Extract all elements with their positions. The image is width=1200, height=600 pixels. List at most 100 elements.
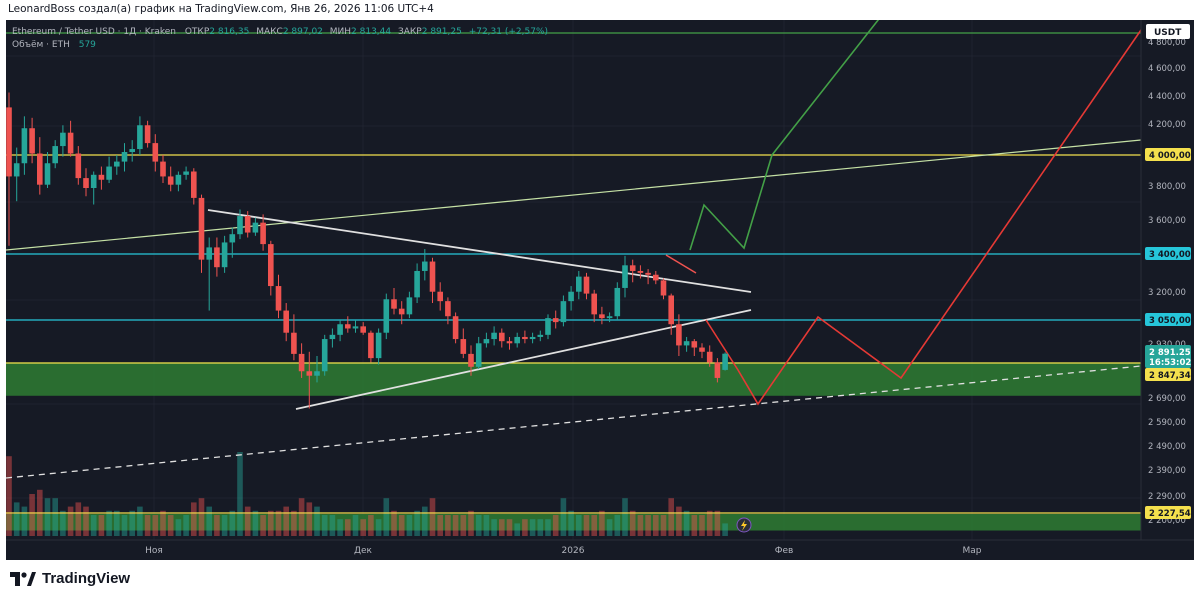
- candle-body: [537, 334, 544, 337]
- candle-body: [167, 176, 174, 185]
- volume-bar: [244, 506, 251, 536]
- triangle-upper-line: [207, 209, 752, 293]
- volume-bar: [44, 498, 51, 536]
- candle-body: [198, 197, 205, 260]
- y-tick-label: 2 290,00: [1148, 492, 1186, 502]
- currency-badge: [1146, 24, 1190, 39]
- volume-bar: [660, 515, 667, 536]
- candle-body: [137, 125, 143, 150]
- candle-body: [514, 336, 520, 344]
- price-badge: [1145, 506, 1191, 519]
- bearish-projection-path: [705, 29, 1142, 406]
- price-badge: [1145, 345, 1191, 358]
- chart-area[interactable]: 4 800,00 4 600,00 4 400,00 4 200,00 3 800,00…: [6, 20, 1194, 560]
- y-tick-label: 2 590,00: [1148, 418, 1186, 428]
- volume-bar: [121, 515, 128, 536]
- candle-body: [260, 222, 266, 245]
- price-badge-label: 4 000,00: [1149, 151, 1191, 161]
- volume-bar: [360, 519, 366, 536]
- candle-body: [437, 291, 443, 302]
- volume-bar: [98, 515, 105, 536]
- x-tick-label: Фев: [775, 546, 794, 556]
- candle-body: [129, 149, 135, 153]
- candle-body: [668, 295, 674, 325]
- candle-body: [244, 216, 251, 233]
- volume-bar: [398, 515, 405, 536]
- volume-bar: [714, 510, 721, 536]
- candle-body: [429, 261, 436, 292]
- candle-body: [383, 299, 390, 333]
- candle-body: [152, 143, 159, 162]
- x-tick-label: 2026: [562, 546, 585, 556]
- price-axis-panel: [1141, 20, 1194, 540]
- bottom-bar: TradingView: [0, 560, 1200, 600]
- candle-body: [6, 107, 12, 177]
- volume-bar: [21, 506, 28, 536]
- price-badge: [1145, 355, 1191, 368]
- volume-bar: [514, 523, 520, 536]
- volume-bar: [429, 498, 436, 536]
- candle-body: [375, 332, 382, 359]
- volume-bar: [275, 510, 282, 536]
- volume-bar: [167, 515, 174, 536]
- volume-bar: [352, 515, 359, 536]
- candle-body: [722, 353, 728, 370]
- candle-body: [606, 316, 613, 319]
- volume-bar: [137, 506, 143, 536]
- candle-body: [483, 339, 490, 344]
- volume-bar: [368, 515, 374, 536]
- candle-body: [391, 299, 397, 309]
- candle-body: [645, 272, 651, 275]
- candle-body: [298, 353, 305, 372]
- y-tick-label: 3 600,00: [1148, 216, 1186, 226]
- volume-bar: [6, 456, 12, 536]
- volume-bar: [298, 498, 305, 536]
- price-badge: [1145, 313, 1191, 326]
- close-value: 2 891,25: [421, 27, 462, 37]
- candle-body: [13, 163, 20, 177]
- volume-bar: [591, 515, 597, 536]
- candle-body: [268, 244, 274, 287]
- candle-body: [283, 310, 289, 333]
- volume-bar: [537, 519, 544, 536]
- volume-label[interactable]: Объём · ETH: [12, 40, 70, 50]
- candle-body: [44, 163, 51, 185]
- volume-bar: [522, 519, 528, 536]
- symbol-title[interactable]: Ethereum / Tether USD · 1Д · Kraken: [12, 27, 176, 37]
- candle-body: [583, 276, 590, 294]
- candle-body: [229, 234, 236, 243]
- price-badge-label: 2 847,34: [1149, 371, 1191, 381]
- close-label: ЗАКР: [397, 27, 422, 37]
- volume-bar: [645, 515, 651, 536]
- open-value: 2 816,35: [209, 27, 250, 37]
- price-badge: [1145, 247, 1191, 260]
- candle-body: [144, 125, 151, 144]
- volume-bar: [321, 515, 328, 536]
- volume-bar: [560, 498, 567, 536]
- volume-bar: [552, 515, 559, 536]
- volume-bar: [13, 502, 20, 536]
- candle-body: [75, 153, 82, 179]
- legend-row-volume: Объём · ETH 579: [12, 39, 548, 52]
- volume-bar: [460, 515, 467, 536]
- candle-body: [321, 339, 328, 372]
- chart-author-caption: LeonardBoss создал(а) график на TradingV…: [8, 3, 434, 15]
- y-tick-label: 2 200,00: [1148, 516, 1186, 526]
- candle-body: [183, 171, 189, 175]
- volume-bar: [229, 510, 236, 536]
- candle-body: [491, 332, 497, 340]
- volume-bar: [52, 498, 58, 536]
- candle-body: [475, 343, 482, 367]
- price-chart[interactable]: 4 800,00 4 600,00 4 400,00 4 200,00 3 800,00…: [6, 20, 1194, 560]
- candle-body: [522, 336, 528, 340]
- bullish-projection-path: [689, 20, 880, 251]
- candle-body: [445, 301, 451, 317]
- candle-body: [121, 152, 128, 162]
- volume-bar: [221, 515, 228, 536]
- open-label: ОТКР: [184, 27, 210, 37]
- brand-name: TradingView: [42, 570, 131, 587]
- volume-bar: [206, 506, 212, 536]
- tradingview-logo: TradingView: [10, 570, 130, 587]
- change-value: +72,31 (+2,57%): [468, 27, 549, 37]
- candle-body: [275, 286, 282, 311]
